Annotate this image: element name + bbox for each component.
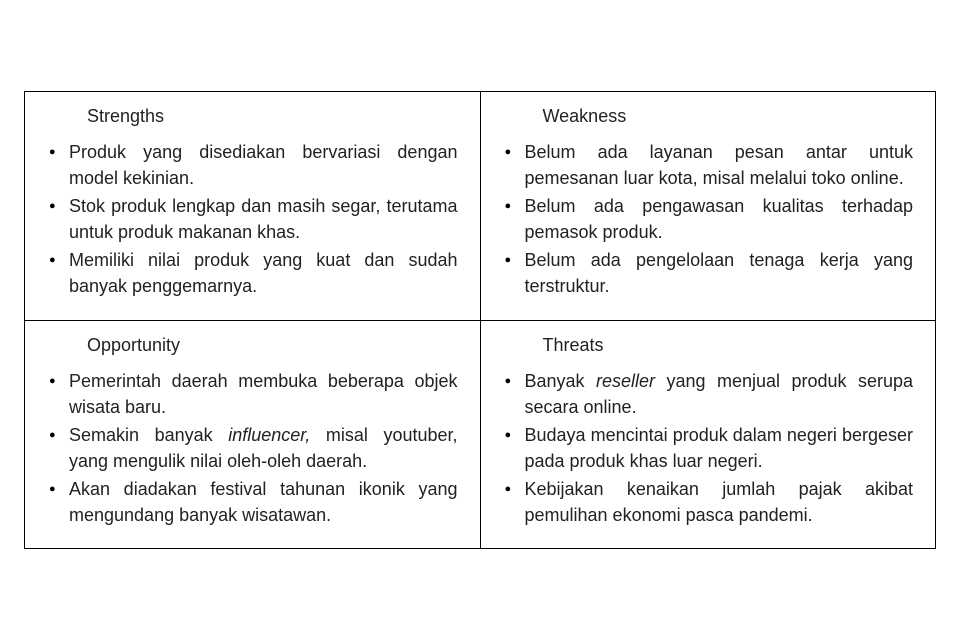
list-item: Belum ada pengelolaan tenaga kerja yang … [503, 247, 914, 299]
cell-strengths: Strengths Produk yang disediakan bervari… [25, 91, 481, 320]
item-text: Belum ada layanan pesan antar untuk peme… [525, 142, 914, 188]
title-threats: Threats [543, 335, 914, 356]
list-item: Stok produk lengkap dan masih segar, ter… [47, 193, 458, 245]
item-text-italic: reseller [596, 371, 655, 391]
list-item: Pemerintah daerah membuka beberapa objek… [47, 368, 458, 420]
list-item: Akan diadakan festival tahunan ikonik ya… [47, 476, 458, 528]
item-text: Budaya mencintai produk dalam negeri ber… [525, 425, 914, 471]
list-item: Belum ada pengawasan kualitas terhadap p… [503, 193, 914, 245]
cell-opportunity: Opportunity Pemerintah daerah membuka be… [25, 320, 481, 549]
list-weakness: Belum ada layanan pesan antar untuk peme… [503, 139, 914, 300]
item-text: Belum ada pengelolaan tenaga kerja yang … [525, 250, 914, 296]
title-weakness: Weakness [543, 106, 914, 127]
list-item: Semakin banyak influencer, misal youtube… [47, 422, 458, 474]
title-strengths: Strengths [87, 106, 458, 127]
list-opportunity: Pemerintah daerah membuka beberapa objek… [47, 368, 458, 529]
title-opportunity: Opportunity [87, 335, 458, 356]
item-text: Kebijakan kenaikan jumlah pajak akibat p… [525, 479, 914, 525]
list-item: Produk yang disediakan bervariasi dengan… [47, 139, 458, 191]
item-text: Memiliki nilai produk yang kuat dan suda… [69, 250, 458, 296]
list-item: Kebijakan kenaikan jumlah pajak akibat p… [503, 476, 914, 528]
item-text: Pemerintah daerah membuka beberapa objek… [69, 371, 458, 417]
item-text: Produk yang disediakan bervariasi dengan… [69, 142, 458, 188]
list-item: Belum ada layanan pesan antar untuk peme… [503, 139, 914, 191]
item-text-pre: Banyak [525, 371, 597, 391]
list-strengths: Produk yang disediakan bervariasi dengan… [47, 139, 458, 300]
item-text-pre: Semakin banyak [69, 425, 228, 445]
list-item: Budaya mencintai produk dalam negeri ber… [503, 422, 914, 474]
item-text: Akan diadakan festival tahunan ikonik ya… [69, 479, 458, 525]
item-text-italic: influencer, [228, 425, 310, 445]
list-threats: Banyak reseller yang menjual produk seru… [503, 368, 914, 529]
swot-table: Strengths Produk yang disediakan bervari… [24, 91, 936, 549]
item-text: Stok produk lengkap dan masih segar, ter… [69, 196, 458, 242]
list-item: Banyak reseller yang menjual produk seru… [503, 368, 914, 420]
cell-threats: Threats Banyak reseller yang menjual pro… [480, 320, 936, 549]
cell-weakness: Weakness Belum ada layanan pesan antar u… [480, 91, 936, 320]
item-text: Belum ada pengawasan kualitas terhadap p… [525, 196, 914, 242]
list-item: Memiliki nilai produk yang kuat dan suda… [47, 247, 458, 299]
